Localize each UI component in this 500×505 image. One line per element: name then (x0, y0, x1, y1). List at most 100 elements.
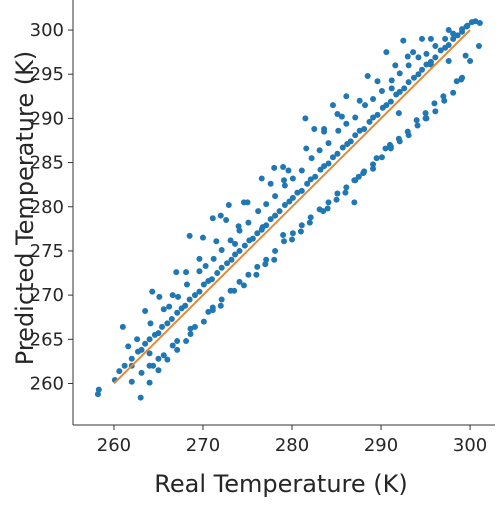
data-point (223, 217, 230, 224)
y-tick-label: 260 (30, 373, 64, 394)
data-point (146, 350, 153, 357)
data-point (366, 118, 373, 125)
data-point (307, 176, 314, 183)
data-point (298, 167, 305, 174)
data-point (423, 50, 430, 57)
data-point (303, 145, 310, 152)
data-point (356, 97, 363, 104)
data-point (382, 145, 389, 152)
data-point (186, 296, 193, 303)
fit-line-layer (113, 29, 471, 385)
data-point (302, 115, 309, 122)
data-point (329, 154, 336, 161)
data-point (289, 175, 296, 182)
data-point (258, 175, 265, 182)
data-point (245, 219, 252, 226)
data-point (352, 114, 359, 121)
data-point (166, 303, 173, 310)
data-point (232, 240, 239, 247)
data-point (437, 47, 444, 54)
data-point (445, 42, 452, 49)
data-point (164, 356, 171, 363)
data-point (281, 182, 288, 189)
data-point (255, 208, 262, 215)
data-point (445, 27, 452, 34)
data-point (209, 307, 216, 314)
data-point (228, 256, 235, 263)
data-point (404, 53, 411, 60)
data-point (405, 79, 412, 86)
data-point (199, 234, 206, 241)
data-point (169, 342, 176, 349)
data-point (321, 163, 328, 170)
data-point (338, 113, 345, 120)
data-point (351, 177, 358, 184)
data-point (285, 167, 292, 174)
data-point (244, 199, 251, 206)
x-tick-label: 270 (186, 435, 220, 456)
y-tick-label: 270 (30, 285, 64, 306)
data-point (183, 338, 190, 345)
data-point (419, 66, 425, 73)
data-point (169, 292, 176, 299)
data-point (392, 62, 399, 69)
data-point (232, 251, 239, 258)
data-point (183, 281, 190, 288)
data-point (254, 230, 261, 237)
data-point (325, 160, 332, 167)
data-point (218, 264, 225, 271)
data-point (333, 196, 340, 203)
data-point (119, 323, 126, 330)
data-point (304, 180, 311, 187)
data-point (467, 57, 474, 64)
data-point (200, 318, 207, 325)
data-point (427, 35, 434, 42)
data-point (224, 260, 231, 267)
data-point (128, 378, 135, 385)
data-point (217, 212, 224, 219)
data-point (476, 19, 483, 26)
data-point (351, 199, 358, 206)
data-point (258, 226, 265, 233)
data-point (427, 61, 434, 68)
data-point (213, 238, 220, 245)
data-point (150, 362, 157, 369)
data-point (423, 61, 430, 68)
fit-line (113, 29, 471, 385)
data-point (442, 35, 449, 42)
data-point (173, 269, 180, 276)
data-point (253, 271, 260, 278)
y-axis-label: Predicted Temperature (K) (11, 51, 39, 365)
data-point (225, 201, 232, 208)
data-point (196, 268, 203, 275)
data-point (155, 330, 162, 337)
data-point (281, 238, 287, 245)
data-point (370, 161, 377, 168)
data-point (410, 74, 417, 81)
data-point (335, 127, 342, 134)
data-point (388, 77, 395, 84)
data-point (271, 164, 278, 171)
data-point (235, 223, 242, 230)
data-point (191, 323, 198, 330)
data-point (432, 108, 439, 115)
data-point (462, 52, 469, 59)
data-point (339, 144, 346, 151)
data-point (217, 302, 224, 309)
data-point (405, 62, 412, 69)
data-point (289, 230, 296, 237)
data-point (95, 386, 102, 393)
data-point (175, 293, 182, 300)
data-point (415, 71, 422, 78)
data-point (208, 276, 215, 283)
y-tick-label: 290 (30, 108, 64, 129)
x-tick-label: 300 (453, 435, 487, 456)
x-tick-label: 260 (97, 435, 131, 456)
data-point (267, 180, 274, 187)
data-point (320, 208, 327, 215)
data-point (168, 315, 175, 322)
data-point (116, 368, 123, 375)
data-point (450, 89, 457, 96)
data-point (306, 219, 313, 226)
data-point (316, 147, 323, 154)
